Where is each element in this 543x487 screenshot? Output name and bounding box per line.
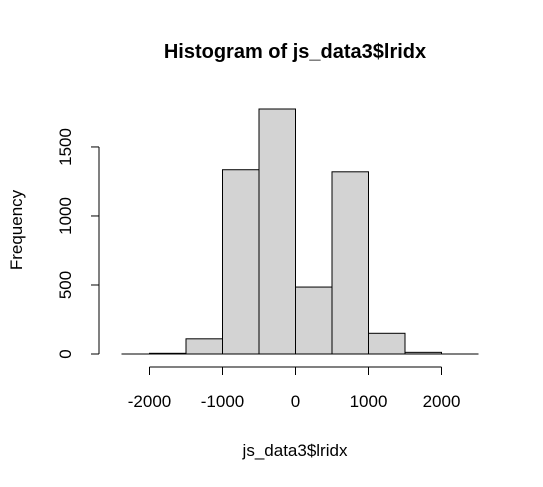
y-tick-label: 1500 [56, 128, 75, 166]
histogram-bar [185, 338, 223, 355]
x-tick-label: -1000 [201, 392, 244, 411]
y-axis-label: Frequency [7, 189, 26, 270]
histogram-bar [222, 169, 260, 355]
x-tick-label: -2000 [128, 392, 171, 411]
x-tick-label: 1000 [350, 392, 388, 411]
chart-title: Histogram of js_data3$lridx [164, 41, 426, 63]
histogram-bar [368, 332, 406, 355]
histogram-bar [295, 286, 333, 355]
x-tick-label: 0 [291, 392, 300, 411]
y-tick-label: 0 [56, 349, 75, 358]
y-tick-label: 500 [56, 271, 75, 299]
histogram-bar [258, 108, 296, 355]
y-axis: 0 500 1000 1500 [56, 128, 100, 359]
y-tick-label: 1000 [56, 197, 75, 235]
x-tick-label: 2000 [423, 392, 461, 411]
x-axis: -2000 -1000 0 1000 2000 [128, 366, 461, 411]
x-axis-label: js_data3$lridx [242, 441, 348, 460]
bars-group [121, 108, 479, 355]
histogram-bar [331, 171, 369, 355]
